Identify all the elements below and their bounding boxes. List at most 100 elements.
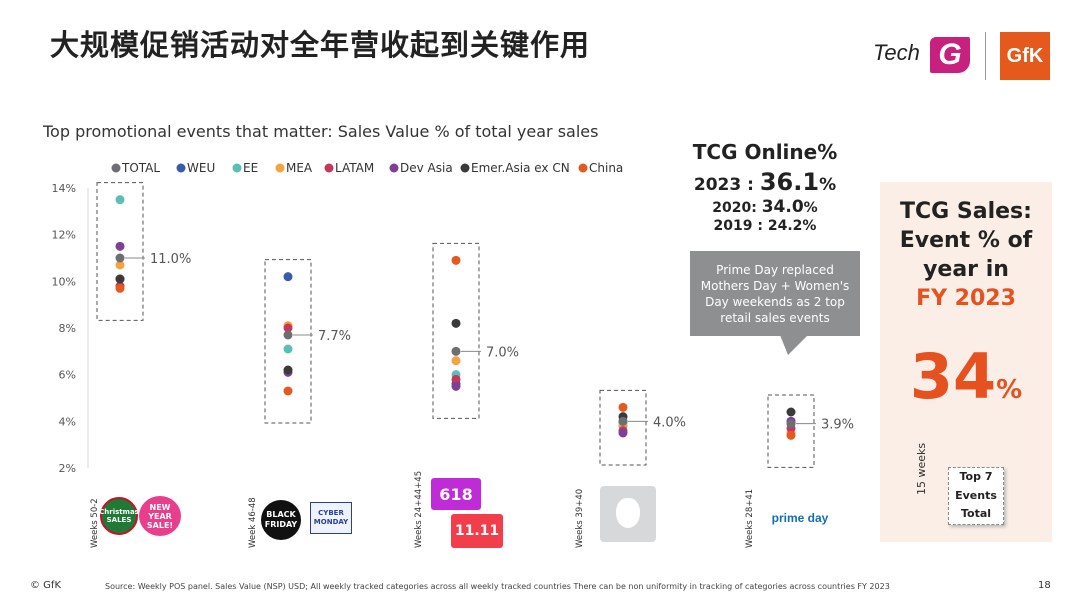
legend-label: TOTAL	[121, 161, 160, 175]
tcg-online-panel: TCG Online% 2023 : 36.1% 2020: 34.0% 201…	[660, 140, 870, 234]
christmas-sales-badge: Christmas SALES	[99, 497, 139, 535]
data-point	[115, 274, 125, 284]
prime-day-callout: Prime Day replaced Mothers Day + Women's…	[690, 251, 860, 336]
legend-label: EE	[243, 161, 258, 175]
page-number: 18	[1038, 580, 1051, 591]
event-dashed-box	[599, 389, 647, 466]
data-point	[283, 330, 293, 340]
data-point	[786, 419, 796, 429]
tcg-sales-number: 34	[909, 340, 997, 413]
top7-events-box: Top 7 Events Total	[948, 467, 1004, 525]
total-value-label: 7.0%	[486, 345, 519, 360]
tcg-sales-line2: Event % of	[899, 228, 1033, 253]
gfk-logo: GfK	[1000, 32, 1050, 80]
data-point	[618, 428, 628, 438]
dot-chart: 2% 4% 6% 8% 10% 12% 14% TOTAL WEU EE MEA LATAM Dev A…	[52, 161, 854, 475]
data-point	[283, 272, 293, 282]
y-tick-label: 10%	[52, 275, 76, 288]
page-title: 大规模促销活动对全年营收起到关键作用	[50, 28, 591, 62]
tcg-sales-pct: %	[996, 375, 1023, 405]
year-2020-label: 2020:	[712, 200, 762, 216]
techg-logo-text: Tech	[873, 40, 920, 65]
legend-marker	[232, 163, 242, 173]
black-friday-badge: BLACK FRIDAY	[261, 500, 301, 540]
data-point	[451, 381, 461, 391]
event-weeks-label: Weeks 28+41	[745, 488, 755, 548]
tcg-sales-fy: FY 2023	[916, 286, 1016, 311]
legend-label: WEU	[187, 161, 215, 175]
data-point	[451, 255, 461, 265]
legend-marker	[324, 163, 334, 173]
tcg-online-2019: 2019 : 24.2%	[660, 218, 870, 234]
year-2020-value: 34.0	[761, 197, 804, 217]
data-point	[115, 253, 125, 263]
y-tick-label: 4%	[59, 415, 76, 428]
data-point	[618, 416, 628, 426]
legend-marker	[389, 163, 399, 173]
cyber-monday-badge: CYBER MONDAY	[310, 502, 352, 534]
year-2023-label: 2023 :	[693, 175, 760, 195]
legend-label: Emer.Asia ex CN	[471, 161, 570, 175]
y-tick-label: 6%	[59, 369, 76, 382]
year-2019-value: 24.2%	[767, 218, 817, 234]
footer-copyright: © GfK	[30, 580, 62, 591]
event-weeks-label: Weeks 39+40	[575, 488, 585, 548]
legend-label: LATAM	[335, 161, 374, 175]
legend-label: MEA	[286, 161, 313, 175]
y-tick-label: 2%	[59, 462, 76, 475]
event-dashed-box	[432, 242, 480, 419]
total-value-label: 4.0%	[653, 415, 686, 430]
data-point	[451, 318, 461, 328]
data-point	[115, 241, 125, 251]
year-2023-pct: %	[819, 175, 837, 195]
total-value-label: 11.0%	[150, 252, 191, 267]
data-point	[283, 344, 293, 354]
total-value-label: 7.7%	[318, 329, 351, 344]
tcg-sales-heading: TCG Sales: Event % of year in FY 2023	[880, 197, 1052, 313]
top7-line1: Top 7	[959, 470, 993, 483]
prime-day-logo: prime day	[771, 511, 829, 525]
legend-marker	[460, 163, 470, 173]
data-point	[283, 323, 293, 333]
callout-tail	[780, 335, 808, 355]
new-year-sale-badge: NEW YEAR SALE!	[139, 496, 181, 536]
y-tick-label: 14%	[52, 182, 76, 195]
year-2019-label: 2019 :	[713, 218, 768, 234]
legend-marker	[176, 163, 186, 173]
legend-label: Dev Asia	[400, 161, 453, 175]
data-point	[283, 365, 293, 375]
event-dashed-box	[767, 394, 815, 468]
tcg-online-2020: 2020: 34.0%	[660, 197, 870, 217]
data-point	[786, 430, 796, 440]
event-dashed-box	[264, 259, 312, 424]
data-point	[115, 195, 125, 205]
data-point	[283, 386, 293, 396]
y-tick-label: 12%	[52, 229, 76, 242]
tcg-sales-value: 34%	[880, 340, 1052, 413]
legend-marker	[578, 163, 588, 173]
tcg-online-title: TCG Online%	[692, 140, 838, 164]
event-weeks-label: Week 46-48	[248, 497, 258, 548]
year-2020-pct: %	[803, 200, 818, 216]
y-tick-label: 8%	[59, 322, 76, 335]
tcg-sales-line1: TCG Sales:	[900, 199, 1032, 224]
data-point	[451, 346, 461, 356]
legend-marker	[275, 163, 285, 173]
top7-line2: Events	[955, 488, 997, 502]
footer-source: Source: Weekly POS panel. Sales Value (N…	[105, 582, 890, 591]
chart-title: Top promotional events that matter: Sale…	[43, 122, 599, 141]
jd-618-badge: 618	[431, 478, 481, 510]
legend-marker	[111, 163, 121, 173]
top7-line3: Total	[960, 507, 992, 520]
apple-icon	[616, 498, 640, 528]
double-eleven-badge: 11.11	[451, 514, 503, 548]
tcg-sales-line3: year in	[923, 257, 1009, 282]
data-point	[618, 402, 628, 412]
data-point	[451, 356, 461, 366]
total-value-label: 3.9%	[821, 418, 854, 433]
logo-divider	[985, 32, 986, 80]
data-point	[115, 260, 125, 270]
legend-label: China	[589, 161, 623, 175]
tcg-online-2023: 2023 : 36.1%	[660, 168, 870, 196]
data-point	[115, 283, 125, 293]
